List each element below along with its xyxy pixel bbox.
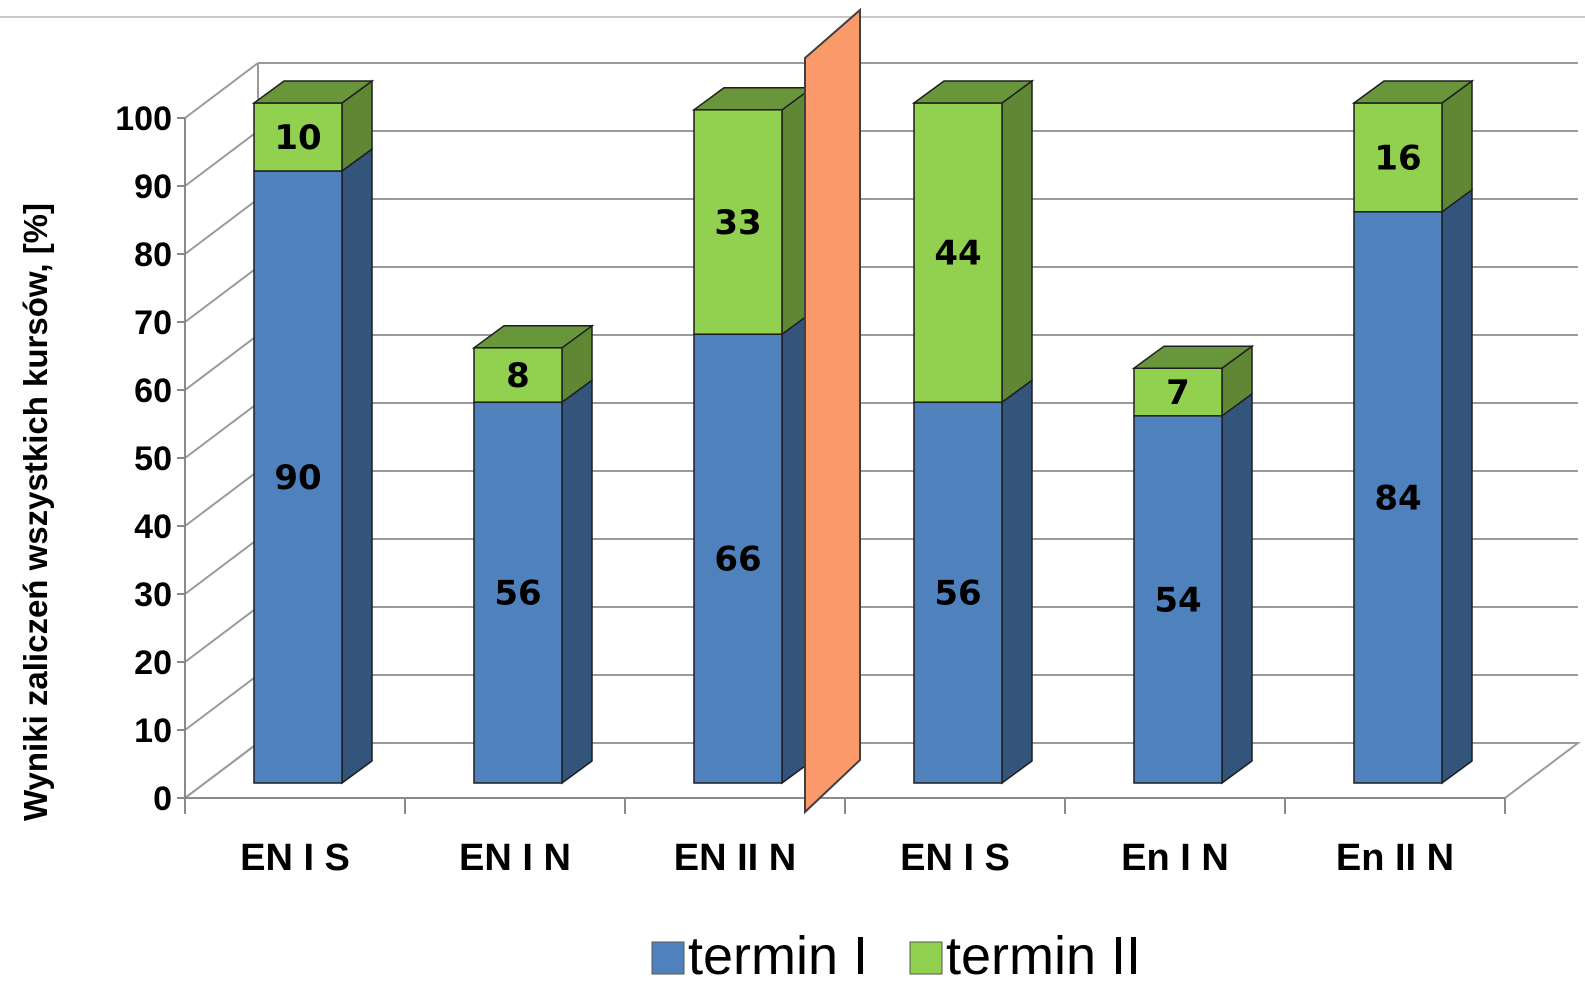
bar-front: [1353, 211, 1443, 784]
gridline-side: [184, 402, 259, 459]
legend: termin I termin II: [651, 926, 1141, 986]
data-label: 8: [506, 356, 530, 396]
group-separator: [804, 7, 861, 815]
bar-side: [1001, 79, 1033, 404]
separator-group: [804, 7, 861, 815]
x-tick-label: EN I S: [240, 837, 350, 879]
bar-segment: [251, 79, 375, 173]
bar-top: [251, 80, 375, 104]
bar-segment: [1353, 188, 1473, 785]
legend-label: termin II: [946, 926, 1141, 986]
gridline-side: [184, 470, 259, 527]
data-label: 66: [714, 540, 761, 580]
bar-top: [1351, 80, 1475, 104]
bar-side: [1441, 188, 1473, 785]
data-labels: 90 10 56 8 66 33 56 44 54 7 84 16: [274, 118, 1421, 620]
data-label: 56: [494, 574, 541, 614]
bar-side: [561, 378, 593, 785]
bar-side: [341, 147, 373, 785]
bar-front: [693, 109, 783, 335]
x-tick-label: EN I S: [900, 837, 1010, 879]
bar-front: [693, 333, 783, 784]
bar-side: [1001, 378, 1033, 785]
y-tick-label: 30: [134, 576, 172, 614]
y-tick-label: 50: [134, 440, 172, 478]
bar-top: [1131, 345, 1255, 369]
y-tick-label: 100: [115, 100, 172, 138]
legend-swatch: [909, 941, 943, 975]
y-tick-label: 20: [134, 644, 172, 682]
gridline-side: [184, 266, 259, 323]
data-label: 33: [714, 203, 761, 243]
data-label: 56: [934, 574, 981, 614]
bar-segment: [1131, 344, 1255, 418]
data-label: 16: [1374, 138, 1421, 178]
gridline-side: [184, 198, 259, 255]
bar-front: [253, 170, 343, 784]
y-tick-label: 80: [134, 236, 172, 274]
gridline-side: [184, 538, 259, 595]
bar-segment: [473, 378, 593, 785]
gridline-side: [184, 62, 259, 119]
x-tick-label: EN I N: [459, 837, 571, 879]
bar-top: [471, 325, 595, 349]
bars: [251, 79, 1475, 785]
gridline-side: [184, 674, 259, 731]
y-tick-label: 40: [134, 508, 172, 546]
bar-front: [913, 401, 1003, 784]
y-tick-label: 70: [134, 304, 172, 342]
bar-segment: [1133, 392, 1253, 785]
data-label: 54: [1154, 580, 1201, 620]
gridline-side: [184, 334, 259, 391]
data-label: 7: [1166, 373, 1190, 413]
gridline-side: [184, 130, 259, 187]
bar-side: [1221, 392, 1253, 785]
legend-swatch: [651, 941, 685, 975]
x-tick-label: En II N: [1336, 837, 1454, 879]
bar-segment: [253, 147, 373, 785]
data-label: 10: [274, 118, 321, 158]
x-tick-label: En I N: [1121, 837, 1229, 879]
y-axis: 0 10 20 30 40 50 60 70 80 90 100: [115, 100, 186, 818]
bar-front: [473, 401, 563, 784]
bar-segment: [471, 324, 595, 404]
bar-front: [913, 102, 1003, 403]
y-tick-label: 90: [134, 168, 172, 206]
bar-segment: [911, 79, 1035, 404]
bar-segment: [913, 378, 1033, 785]
data-label: 84: [1374, 478, 1421, 518]
bar-segment: [693, 310, 813, 785]
data-label: 90: [274, 458, 321, 498]
y-tick-label: 0: [153, 780, 172, 818]
x-tick-label: EN II N: [674, 837, 796, 879]
bar-front: [1133, 367, 1223, 417]
y-tick-label: 60: [134, 372, 172, 410]
gridline-side: [184, 742, 259, 799]
x-axis: EN I S EN I N EN II N EN I S En I N En II N: [184, 797, 1506, 879]
gridline-side: [184, 606, 259, 663]
bar-segment: [1351, 79, 1475, 214]
y-axis-title: Wyniki zaliczeń wszystkich kursów, [%]: [17, 203, 54, 821]
bar-front: [253, 102, 343, 172]
bar-front: [473, 347, 563, 403]
bar-top: [911, 80, 1035, 104]
data-label: 44: [934, 234, 981, 274]
legend-label: termin I: [688, 926, 868, 986]
bar-front: [1133, 415, 1223, 784]
y-tick-label: 10: [134, 712, 172, 750]
